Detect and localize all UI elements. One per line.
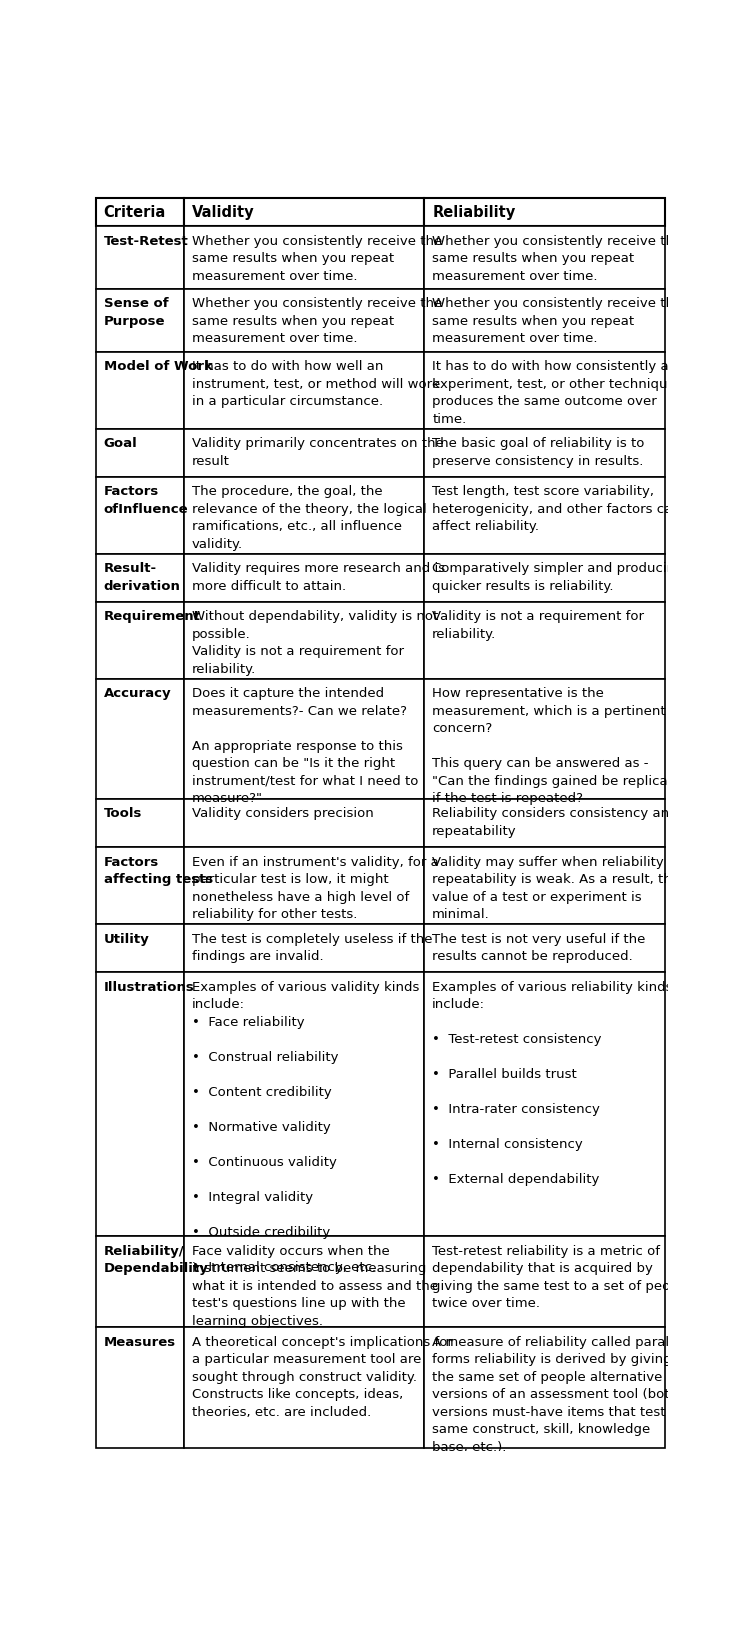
Bar xyxy=(424,554,665,603)
Text: Validity considers precision: Validity considers precision xyxy=(192,807,374,820)
Bar xyxy=(96,290,184,352)
Bar xyxy=(184,554,424,603)
Text: A theoretical concept's implications for
a particular measurement tool are
sough: A theoretical concept's implications for… xyxy=(192,1335,453,1418)
Text: Validity may suffer when reliability or
repeatability is weak. As a result, the
: Validity may suffer when reliability or … xyxy=(432,856,682,921)
Bar xyxy=(424,924,665,973)
Bar xyxy=(424,1237,665,1328)
Bar xyxy=(96,227,184,290)
Bar xyxy=(184,478,424,554)
Bar xyxy=(96,680,184,799)
Text: Without dependability, validity is not
possible.
Validity is not a requirement f: Without dependability, validity is not p… xyxy=(192,610,438,675)
Text: Validity is not a requirement for
reliability.: Validity is not a requirement for reliab… xyxy=(432,610,644,641)
Text: Validity primarily concentrates on the
result: Validity primarily concentrates on the r… xyxy=(192,437,444,468)
Text: Whether you consistently receive the
same results when you repeat
measurement ov: Whether you consistently receive the sam… xyxy=(432,235,683,282)
Bar xyxy=(96,799,184,848)
Bar xyxy=(184,603,424,680)
Bar xyxy=(424,1328,665,1447)
Text: Test-retest reliability is a metric of
dependability that is acquired by
giving : Test-retest reliability is a metric of d… xyxy=(432,1244,691,1309)
Bar xyxy=(184,848,424,924)
Text: Comparatively simpler and producing
quicker results is reliability.: Comparatively simpler and producing quic… xyxy=(432,562,684,592)
Bar xyxy=(184,680,424,799)
Text: Whether you consistently receive the
same results when you repeat
measurement ov: Whether you consistently receive the sam… xyxy=(192,297,442,346)
Text: Whether you consistently receive the
same results when you repeat
measurement ov: Whether you consistently receive the sam… xyxy=(192,235,442,282)
Text: Does it capture the intended
measurements?- Can we relate?

An appropriate respo: Does it capture the intended measurement… xyxy=(192,686,418,805)
Text: Measures: Measures xyxy=(104,1335,176,1348)
Text: It has to do with how consistently an
experiment, test, or other technique
produ: It has to do with how consistently an ex… xyxy=(432,360,677,425)
Text: Illustrations: Illustrations xyxy=(104,980,194,993)
Bar xyxy=(184,227,424,290)
Text: Test length, test score variability,
heterogenicity, and other factors can
affec: Test length, test score variability, het… xyxy=(432,486,681,533)
Text: Face validity occurs when the
instrument seems to be measuring
what it is intend: Face validity occurs when the instrument… xyxy=(192,1244,438,1327)
Bar xyxy=(96,478,184,554)
Bar xyxy=(96,199,184,227)
Text: It has to do with how well an
instrument, test, or method will work
in a particu: It has to do with how well an instrument… xyxy=(192,360,440,408)
Text: Examples of various validity kinds
include:
•  Face reliability

•  Construal re: Examples of various validity kinds inclu… xyxy=(192,980,419,1273)
Text: The test is completely useless if the
findings are invalid.: The test is completely useless if the fi… xyxy=(192,932,433,963)
Text: How representative is the
measurement, which is a pertinent
concern?

This query: How representative is the measurement, w… xyxy=(432,686,690,805)
Bar xyxy=(424,680,665,799)
Bar xyxy=(96,1237,184,1328)
Bar xyxy=(424,848,665,924)
Bar xyxy=(184,799,424,848)
Text: Goal: Goal xyxy=(104,437,137,450)
Bar xyxy=(96,1328,184,1447)
Bar xyxy=(184,199,424,227)
Text: Whether you consistently receive the
same results when you repeat
measurement ov: Whether you consistently receive the sam… xyxy=(432,297,683,346)
Text: Validity requires more research and is
more difficult to attain.: Validity requires more research and is m… xyxy=(192,562,445,592)
Bar xyxy=(424,973,665,1237)
Bar xyxy=(424,799,665,848)
Text: Reliability considers consistency and
repeatability: Reliability considers consistency and re… xyxy=(432,807,677,838)
Text: Validity: Validity xyxy=(192,205,255,220)
Text: Reliability: Reliability xyxy=(432,205,516,220)
Text: Requirement: Requirement xyxy=(104,610,200,623)
Text: Accuracy: Accuracy xyxy=(104,686,171,699)
Bar xyxy=(96,924,184,973)
Text: Even if an instrument's validity, for a
particular test is low, it might
nonethe: Even if an instrument's validity, for a … xyxy=(192,856,439,921)
Text: Test-Retest: Test-Retest xyxy=(104,235,188,248)
Text: The procedure, the goal, the
relevance of the theory, the logical
ramifications,: The procedure, the goal, the relevance o… xyxy=(192,486,427,551)
Bar xyxy=(184,429,424,478)
Bar xyxy=(424,199,665,227)
Bar xyxy=(424,352,665,429)
Bar xyxy=(424,227,665,290)
Bar xyxy=(424,603,665,680)
Text: Criteria: Criteria xyxy=(104,205,166,220)
Text: Sense of
Purpose: Sense of Purpose xyxy=(104,297,168,328)
Text: Tools: Tools xyxy=(104,807,142,820)
Bar xyxy=(184,352,424,429)
Bar xyxy=(184,1328,424,1447)
Text: Utility: Utility xyxy=(104,932,149,945)
Bar xyxy=(184,924,424,973)
Text: A measure of reliability called parallel
forms reliability is derived by giving
: A measure of reliability called parallel… xyxy=(432,1335,692,1452)
Text: The basic goal of reliability is to
preserve consistency in results.: The basic goal of reliability is to pres… xyxy=(432,437,645,468)
Bar xyxy=(424,290,665,352)
Bar xyxy=(184,1237,424,1328)
Bar xyxy=(424,478,665,554)
Bar xyxy=(96,429,184,478)
Text: Model of Work: Model of Work xyxy=(104,360,212,373)
Text: Factors
affecting tests: Factors affecting tests xyxy=(104,856,213,885)
Text: Reliability/
Dependability: Reliability/ Dependability xyxy=(104,1244,209,1275)
Text: The test is not very useful if the
results cannot be reproduced.: The test is not very useful if the resul… xyxy=(432,932,646,963)
Bar xyxy=(184,290,424,352)
Text: Factors
ofInfluence: Factors ofInfluence xyxy=(104,486,188,515)
Text: Result-
derivation: Result- derivation xyxy=(104,562,180,592)
Text: Examples of various reliability kinds
include:

•  Test-retest consistency

•  P: Examples of various reliability kinds in… xyxy=(432,980,673,1185)
Bar xyxy=(96,973,184,1237)
Bar xyxy=(184,973,424,1237)
Bar xyxy=(96,603,184,680)
Bar xyxy=(424,429,665,478)
Bar xyxy=(96,848,184,924)
Bar xyxy=(96,352,184,429)
Bar xyxy=(96,554,184,603)
